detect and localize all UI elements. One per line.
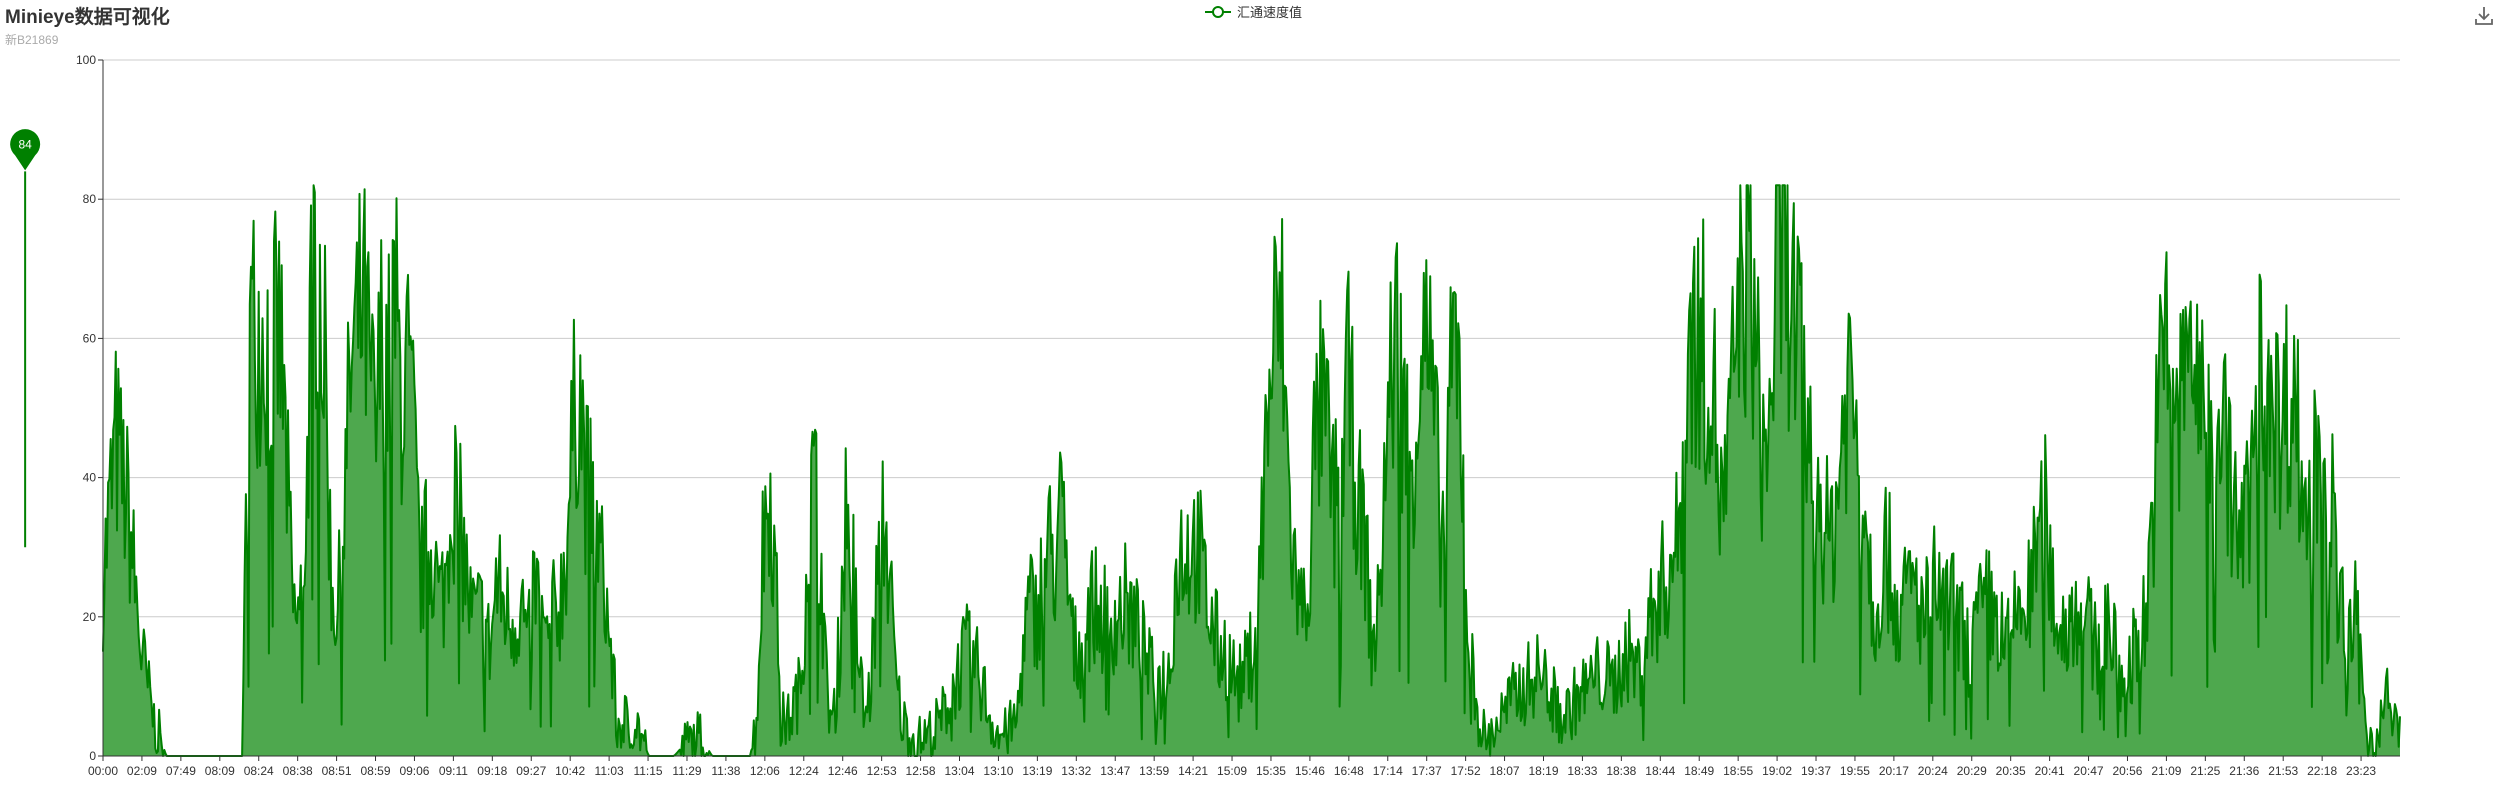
x-tick-label: 22:18	[2307, 764, 2337, 778]
x-tick-label: 12:46	[828, 764, 858, 778]
x-tick-label: 11:29	[672, 764, 701, 778]
x-tick-label: 09:18	[477, 764, 507, 778]
x-tick-label: 20:41	[2035, 764, 2065, 778]
y-tick-label: 20	[83, 610, 97, 624]
x-tick-label: 15:46	[1295, 764, 1325, 778]
x-tick-label: 00:00	[88, 764, 118, 778]
x-tick-label: 12:58	[906, 764, 936, 778]
x-tick-label: 20:56	[2112, 764, 2142, 778]
x-tick-label: 08:59	[361, 764, 391, 778]
y-tick-label: 60	[83, 331, 97, 345]
max-point-pin[interactable]	[10, 129, 41, 171]
max-point-marker[interactable]: 84	[10, 129, 41, 171]
x-tick-label: 18:19	[1528, 764, 1558, 778]
x-tick-label: 23:23	[2346, 764, 2376, 778]
x-tick-label: 19:55	[1840, 764, 1870, 778]
x-tick-label: 10:42	[555, 764, 585, 778]
x-tick-label: 17:37	[1412, 764, 1442, 778]
x-tick-label: 07:49	[166, 764, 196, 778]
x-tick-label: 19:37	[1801, 764, 1831, 778]
x-tick-label: 18:44	[1645, 764, 1675, 778]
y-tick-label: 0	[89, 749, 96, 763]
x-tick-label: 19:02	[1762, 764, 1792, 778]
y-tick-label: 80	[83, 192, 97, 206]
axes	[102, 60, 2400, 757]
x-tick-label: 11:03	[595, 764, 624, 778]
x-tick-label: 18:33	[1567, 764, 1597, 778]
x-tick-label: 13:59	[1139, 764, 1169, 778]
x-tick-label: 13:10	[983, 764, 1013, 778]
x-tick-label: 18:55	[1723, 764, 1753, 778]
x-tick-label: 17:14	[1373, 764, 1403, 778]
legend-item-speed[interactable]: 汇通速度值	[1205, 2, 1302, 21]
chart-subtitle: 新B21869	[5, 33, 59, 47]
x-tick-label: 02:09	[127, 764, 157, 778]
x-tick-label: 08:24	[244, 764, 274, 778]
series-line	[102, 184, 2401, 757]
x-tick-label: 13:32	[1061, 764, 1091, 778]
y-axis-ticks: 0 20 40 60 80 100	[76, 53, 103, 763]
x-tick-label: 20:47	[2074, 764, 2104, 778]
x-tick-label: 18:07	[1490, 764, 1520, 778]
x-tick-label: 21:53	[2268, 764, 2298, 778]
x-tick-label: 08:38	[283, 764, 313, 778]
x-tick-label: 13:19	[1022, 764, 1052, 778]
x-tick-label: 08:51	[322, 764, 352, 778]
series-area-fill	[103, 185, 2400, 757]
x-tick-label: 08:09	[205, 764, 235, 778]
x-tick-label: 20:29	[1957, 764, 1987, 778]
max-point-label: 84	[18, 137, 32, 151]
x-tick-label: 20:24	[1918, 764, 1948, 778]
x-tick-label: 21:09	[2151, 764, 2181, 778]
grid-lines	[103, 59, 2400, 618]
x-tick-label: 21:25	[2190, 764, 2220, 778]
x-tick-label: 12:24	[789, 764, 819, 778]
x-tick-label: 15:35	[1256, 764, 1286, 778]
y-tick-label: 100	[76, 53, 96, 67]
x-tick-label: 11:38	[711, 764, 740, 778]
x-tick-label: 20:35	[1996, 764, 2026, 778]
download-icon[interactable]	[2472, 4, 2496, 28]
y-tick-label: 40	[83, 471, 97, 485]
x-tick-label: 20:17	[1879, 764, 1909, 778]
x-tick-label: 15:09	[1217, 764, 1247, 778]
x-tick-label: 09:27	[516, 764, 546, 778]
x-tick-label: 13:47	[1100, 764, 1130, 778]
x-tick-label: 18:49	[1684, 764, 1714, 778]
x-tick-label: 16:48	[1334, 764, 1364, 778]
x-tick-label: 18:38	[1606, 764, 1636, 778]
x-tick-label: 12:06	[750, 764, 780, 778]
x-tick-label: 21:36	[2229, 764, 2259, 778]
x-axis-ticks: 00:00 02:09 07:49 08:09 08:24 08:38 08:51 08:59…	[88, 756, 2376, 778]
x-tick-label: 09:06	[399, 764, 429, 778]
series-area	[24, 171, 2401, 757]
x-tick-label: 14:21	[1178, 764, 1208, 778]
x-tick-label: 09:11	[439, 764, 468, 778]
x-tick-label: 11:15	[633, 764, 662, 778]
x-tick-label: 13:04	[944, 764, 974, 778]
chart-title: Minieye数据可视化	[5, 7, 170, 28]
x-tick-label: 12:53	[867, 764, 897, 778]
legend-label: 汇通速度值	[1237, 5, 1303, 20]
x-tick-label: 17:52	[1451, 764, 1481, 778]
legend-line-circle-icon	[1205, 5, 1231, 18]
